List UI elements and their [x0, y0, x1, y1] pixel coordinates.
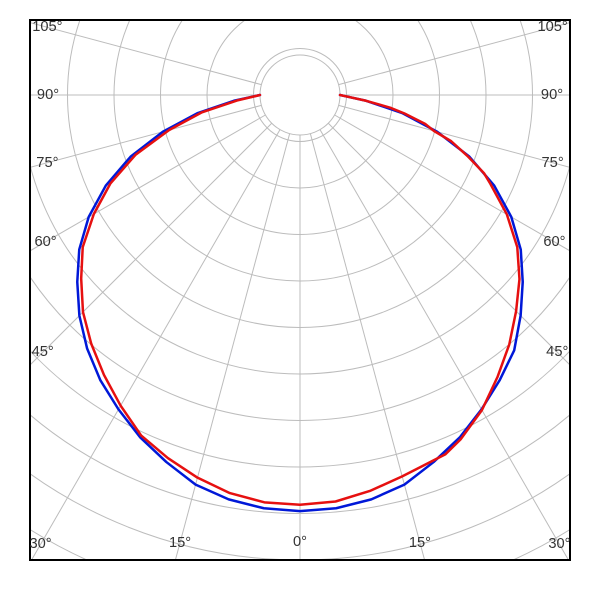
- angle-label: 105°: [537, 19, 567, 35]
- angle-label: 15°: [169, 535, 191, 551]
- angle-label: 30°: [29, 536, 51, 552]
- angle-label: 45°: [546, 344, 568, 360]
- angle-label: 105°: [32, 19, 62, 35]
- angle-label: 0°: [293, 534, 307, 550]
- angle-label: 45°: [32, 344, 54, 360]
- angle-label: 15°: [409, 535, 431, 551]
- angle-label: 90°: [37, 87, 59, 103]
- angle-label: 60°: [543, 234, 565, 250]
- angle-label: 60°: [34, 234, 56, 250]
- angle-label: 30°: [548, 536, 570, 552]
- polar-plot: [0, 0, 600, 600]
- angle-label: 90°: [541, 87, 563, 103]
- angle-label: 75°: [36, 155, 58, 171]
- angle-label: 75°: [542, 155, 564, 171]
